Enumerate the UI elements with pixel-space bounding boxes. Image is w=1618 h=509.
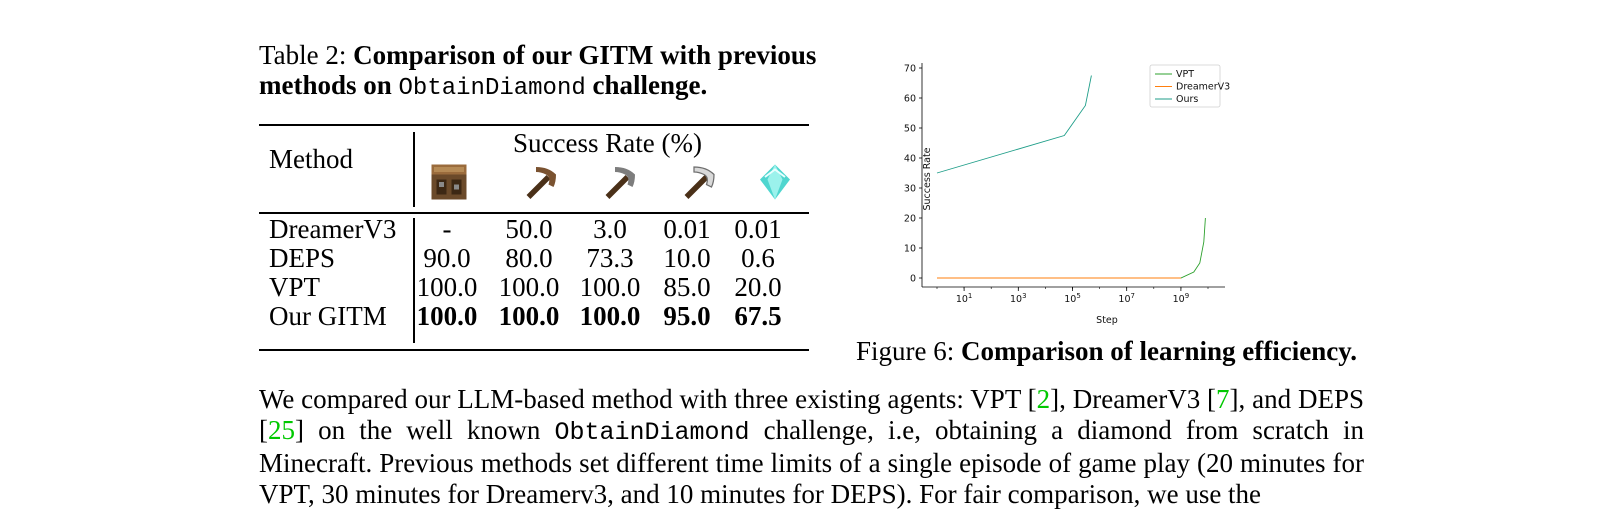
table-header-divider bbox=[413, 132, 415, 207]
body-text-segment: ], and DEPS [ bbox=[259, 384, 1364, 445]
y-tick-label: 10 bbox=[904, 244, 916, 255]
row-value: 100.0 bbox=[579, 301, 641, 331]
learning-efficiency-chart: 0 10 20 30 40 50 60 70 101 103 105 107 109 VPT Dreame… bbox=[904, 63, 1230, 326]
row-value: 3.0 bbox=[593, 214, 627, 244]
chart-axes: 0 10 20 30 40 50 60 70 101 103 105 107 109 bbox=[904, 63, 1225, 305]
figure-caption-prefix: Figure 6: bbox=[856, 336, 955, 366]
row-value: - bbox=[442, 214, 452, 244]
row-method: DreamerV3 bbox=[269, 214, 397, 244]
row-value: 95.0 bbox=[663, 301, 711, 331]
row-value: 0.01 bbox=[734, 214, 782, 244]
header-success-rate: Success Rate (%) bbox=[513, 128, 702, 158]
legend-box bbox=[1149, 64, 1221, 108]
table-top-rule bbox=[259, 124, 809, 126]
chart-series-layer bbox=[936, 75, 1206, 279]
row-value: 50.0 bbox=[505, 214, 553, 244]
row-method: Our GITM bbox=[269, 301, 387, 331]
row-method: DEPS bbox=[269, 243, 336, 273]
iron-pickaxe-icon bbox=[684, 166, 715, 199]
body-text-segment: ], DreamerV3 [ bbox=[1050, 384, 1217, 414]
body-text-segment: ] on the well known bbox=[295, 414, 555, 445]
row-method: VPT bbox=[269, 272, 321, 302]
body-paragraph: We compared our LLM-based method with th… bbox=[259, 384, 1364, 509]
row-value: 20.0 bbox=[734, 272, 782, 302]
row-value: 67.5 bbox=[734, 301, 782, 331]
x-tick-label: 105 bbox=[1064, 292, 1081, 305]
table-caption-title-end: challenge. bbox=[592, 70, 708, 100]
table-header-rule bbox=[259, 212, 809, 214]
legend-label: Ours bbox=[1176, 94, 1198, 105]
wooden-pickaxe-icon bbox=[526, 167, 556, 199]
diamond-icon bbox=[760, 164, 790, 200]
body-text-segment: challenge, i.e, obtaining a diamond from… bbox=[259, 414, 1364, 509]
table-bottom-rule bbox=[259, 349, 809, 351]
row-value: 0.6 bbox=[741, 243, 775, 273]
figure-caption: Figure 6: Comparison of learning efficie… bbox=[856, 336, 1357, 366]
y-tick-label: 50 bbox=[904, 124, 916, 135]
y-axis-label: Success Rate bbox=[922, 147, 933, 210]
series-line-ours bbox=[936, 75, 1092, 174]
table-body-divider bbox=[413, 218, 415, 343]
y-tick-label: 30 bbox=[904, 184, 916, 195]
body-text-segment: We compared our LLM-based method with th… bbox=[259, 384, 1037, 414]
table-caption-title: Comparison of our GITM with previous met… bbox=[259, 40, 817, 100]
row-value: 80.0 bbox=[505, 243, 553, 273]
y-tick-label: 40 bbox=[904, 154, 916, 165]
figure-caption-title: Comparison of learning efficiency. bbox=[961, 336, 1357, 366]
x-tick-label: 101 bbox=[956, 292, 973, 305]
legend-label: VPT bbox=[1176, 69, 1194, 80]
citation-link-25[interactable]: 25 bbox=[268, 414, 295, 445]
legend-label: DreamerV3 bbox=[1176, 82, 1230, 93]
body-code-term: ObtainDiamond bbox=[554, 417, 750, 447]
row-value: 73.3 bbox=[586, 243, 634, 273]
table-caption-prefix: Table 2: bbox=[259, 40, 347, 70]
header-method: Method bbox=[269, 144, 353, 174]
row-value: 100.0 bbox=[498, 272, 560, 302]
x-tick-label: 109 bbox=[1173, 292, 1190, 305]
stone-pickaxe-icon bbox=[605, 167, 635, 199]
x-tick-label: 107 bbox=[1118, 292, 1135, 305]
citation-link-2[interactable]: 2 bbox=[1036, 384, 1051, 414]
row-value: 85.0 bbox=[663, 272, 711, 302]
row-value: 90.0 bbox=[423, 243, 471, 273]
x-axis-label: Step bbox=[1096, 315, 1118, 326]
crafting-table-icon bbox=[431, 164, 467, 200]
y-tick-label: 20 bbox=[904, 214, 916, 225]
x-tick-label: 103 bbox=[1010, 292, 1027, 305]
table-caption: Table 2: Comparison of our GITM with pre… bbox=[259, 40, 819, 104]
row-value: 100.0 bbox=[579, 272, 641, 302]
row-value: 10.0 bbox=[663, 243, 711, 273]
table-caption-code: ObtainDiamond bbox=[398, 75, 586, 102]
row-value: 0.01 bbox=[663, 214, 711, 244]
results-table: Method Success Rate (%) DreamerV3 - 50.0 3.… bbox=[259, 124, 809, 352]
y-tick-label: 60 bbox=[904, 94, 916, 105]
row-value: 100.0 bbox=[498, 301, 560, 331]
citation-link-7[interactable]: 7 bbox=[1216, 384, 1230, 414]
row-value: 100.0 bbox=[416, 272, 478, 302]
row-value: 100.0 bbox=[416, 301, 478, 331]
series-line-vpt bbox=[937, 217, 1206, 279]
y-tick-label: 0 bbox=[910, 274, 916, 285]
y-tick-label: 70 bbox=[904, 64, 916, 75]
